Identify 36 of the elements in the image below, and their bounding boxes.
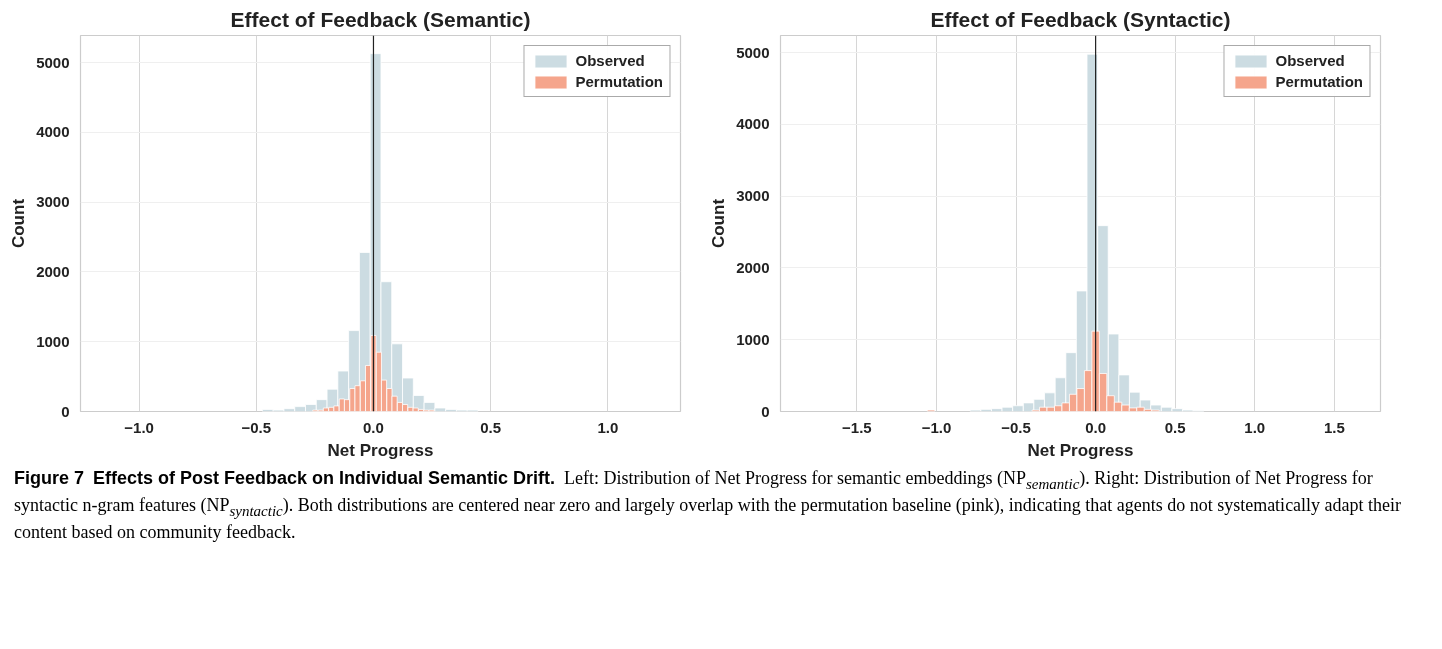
y-tick-label: 5000	[36, 53, 70, 71]
x-tick-label: 1.0	[597, 418, 619, 436]
y-tick-label: 0	[761, 402, 770, 420]
y-tick-label: 4000	[36, 123, 70, 141]
text: Effects of Post Feedback on Individual Semantic Drift.	[93, 468, 556, 488]
y-tick-label: 2000	[736, 258, 770, 276]
x-tick-label: −1.0	[124, 418, 154, 436]
y-tick-label: 5000	[736, 43, 770, 61]
x-tick-label: 1.0	[1244, 418, 1266, 436]
y-tick-label: 0	[61, 402, 70, 420]
chart-title: Effect of Feedback (Semantic)	[230, 7, 531, 31]
y-axis-title: Count	[9, 198, 29, 249]
x-tick-label: 0.5	[1164, 418, 1186, 436]
y-tick-label: 1000	[736, 330, 770, 348]
legend-label: Observed	[1275, 52, 1345, 69]
y-tick-label: 3000	[36, 193, 70, 211]
x-tick-label: 0.5	[480, 418, 502, 436]
x-tick-label: −0.5	[1001, 418, 1031, 436]
x-axis-title: Net Progress	[1027, 440, 1134, 460]
legend-label: Permutation	[575, 73, 663, 90]
x-tick-label: −1.0	[921, 418, 952, 436]
x-tick-label: 0.0	[363, 418, 384, 436]
x-tick-label: 1.5	[1323, 418, 1345, 436]
x-tick-label: −1.5	[842, 418, 872, 436]
y-tick-label: 1000	[36, 332, 70, 350]
x-tick-label: −0.5	[241, 418, 272, 436]
x-tick-label: 0.0	[1085, 418, 1107, 436]
y-tick-label: 2000	[36, 262, 70, 280]
y-tick-label: 4000	[736, 115, 770, 133]
x-axis-title: Net Progress	[327, 440, 434, 460]
y-tick-label: 3000	[736, 187, 770, 205]
y-axis-title: Count	[709, 198, 729, 249]
caption: Figure 7	[14, 468, 85, 488]
legend-label: Observed	[575, 52, 645, 69]
chart-title: Effect of Feedback (Syntactic)	[930, 7, 1231, 31]
legend-label: Permutation	[1275, 73, 1363, 90]
